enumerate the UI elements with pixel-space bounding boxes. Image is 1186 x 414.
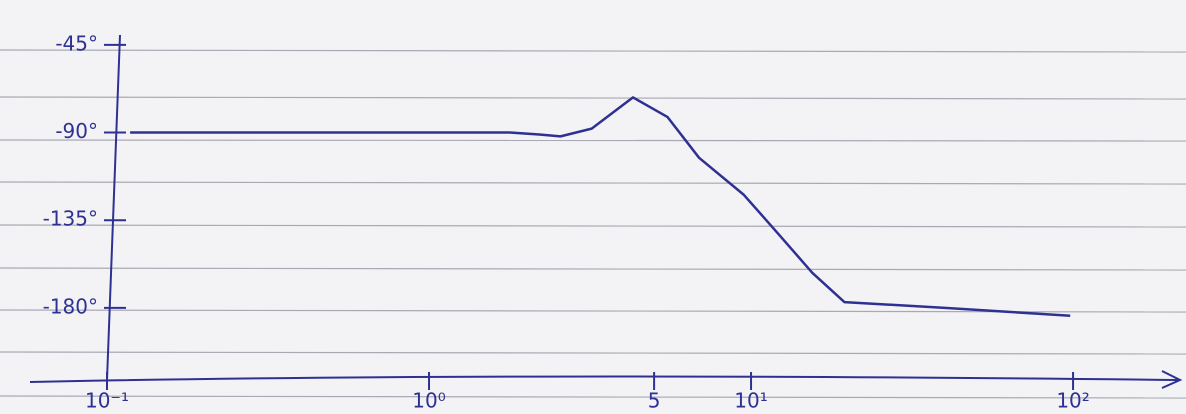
y-tick-label: -180°	[43, 294, 98, 318]
x-tick-label: 10¹	[734, 389, 767, 413]
x-tick-label: 10⁻¹	[85, 389, 129, 413]
y-tick-label: -45°	[55, 31, 98, 55]
ruled-paper	[0, 50, 1186, 398]
y-tick-label: -90°	[55, 119, 98, 143]
axes	[30, 35, 1180, 388]
x-tick-label: 10²	[1056, 389, 1089, 413]
x-tick-label: 10⁰	[412, 389, 445, 413]
y-tick-label: -135°	[43, 207, 98, 231]
x-tick-label: 5	[648, 389, 661, 413]
phase-curve	[130, 97, 1070, 315]
chart: -45° -90° -135° -180° 10⁻¹ 10⁰ 5 10¹ 10²	[0, 0, 1186, 414]
